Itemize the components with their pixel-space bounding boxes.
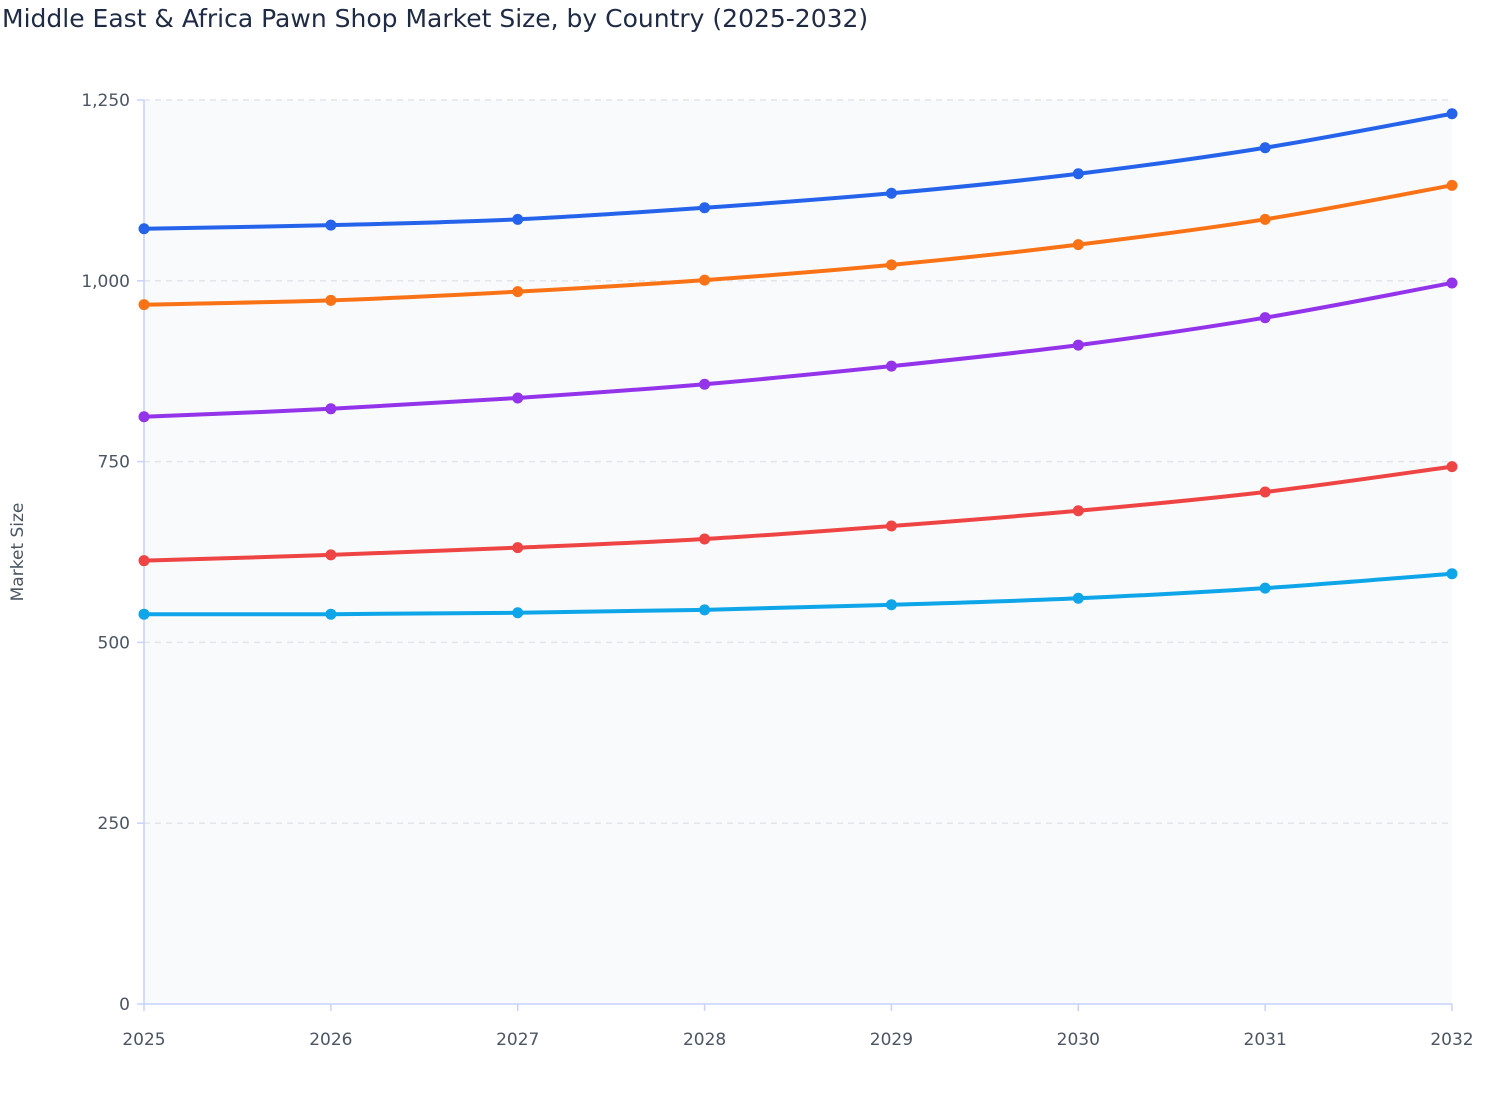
data-point [699, 533, 711, 545]
data-point [1259, 582, 1271, 594]
data-point [138, 411, 150, 423]
data-point [512, 607, 524, 619]
series-line-0 [142, 111, 1454, 231]
data-point [325, 403, 337, 415]
data-point [699, 202, 711, 214]
y-tick-label: 750 [98, 453, 130, 473]
data-point [325, 294, 337, 306]
series-line-2 [142, 280, 1454, 419]
data-point [1446, 461, 1458, 473]
y-tick-label: 500 [98, 633, 130, 653]
data-point [699, 274, 711, 286]
x-tick-label: 2025 [122, 1030, 165, 1050]
plot-background [144, 100, 1452, 1004]
data-point [885, 360, 897, 372]
y-tick-label: 1,000 [81, 272, 130, 292]
data-point [1446, 108, 1458, 120]
data-point [1446, 179, 1458, 191]
data-point [699, 604, 711, 616]
y-axis-label: Market Size [8, 503, 28, 602]
y-tick-label: 250 [98, 814, 130, 834]
data-point [1072, 339, 1084, 351]
data-point [1259, 312, 1271, 324]
data-point [885, 259, 897, 271]
data-point [325, 549, 337, 561]
x-tick-label: 2029 [870, 1030, 913, 1050]
data-point [1259, 142, 1271, 154]
data-point [512, 542, 524, 554]
data-point [1072, 505, 1084, 517]
data-point [512, 213, 524, 225]
series-line-1 [142, 183, 1454, 307]
data-point [138, 608, 150, 620]
x-tick-label: 2026 [309, 1030, 352, 1050]
data-point [138, 299, 150, 311]
data-point [512, 392, 524, 404]
data-point [885, 520, 897, 532]
y-tick-label: 1,250 [81, 91, 130, 111]
series-line-3 [142, 464, 1454, 563]
y-tick-label: 0 [119, 995, 130, 1015]
x-tick-label: 2028 [683, 1030, 726, 1050]
data-point [512, 286, 524, 298]
data-point [325, 219, 337, 231]
chart-title: Middle East & Africa Pawn Shop Market Si… [2, 4, 869, 33]
data-point [1072, 239, 1084, 251]
data-point [1072, 592, 1084, 604]
data-point [1259, 486, 1271, 498]
data-point [1072, 168, 1084, 180]
data-point [1446, 568, 1458, 580]
data-point [1259, 213, 1271, 225]
x-tick-label: 2027 [496, 1030, 539, 1050]
series-line-4 [142, 571, 1454, 617]
x-tick-label: 2032 [1430, 1030, 1473, 1050]
data-point [325, 608, 337, 620]
data-point [138, 223, 150, 235]
data-point [885, 187, 897, 199]
data-point [138, 555, 150, 567]
x-tick-label: 2031 [1244, 1030, 1287, 1050]
data-point [699, 378, 711, 390]
data-point [1446, 277, 1458, 289]
x-tick-label: 2030 [1057, 1030, 1100, 1050]
data-point [885, 599, 897, 611]
